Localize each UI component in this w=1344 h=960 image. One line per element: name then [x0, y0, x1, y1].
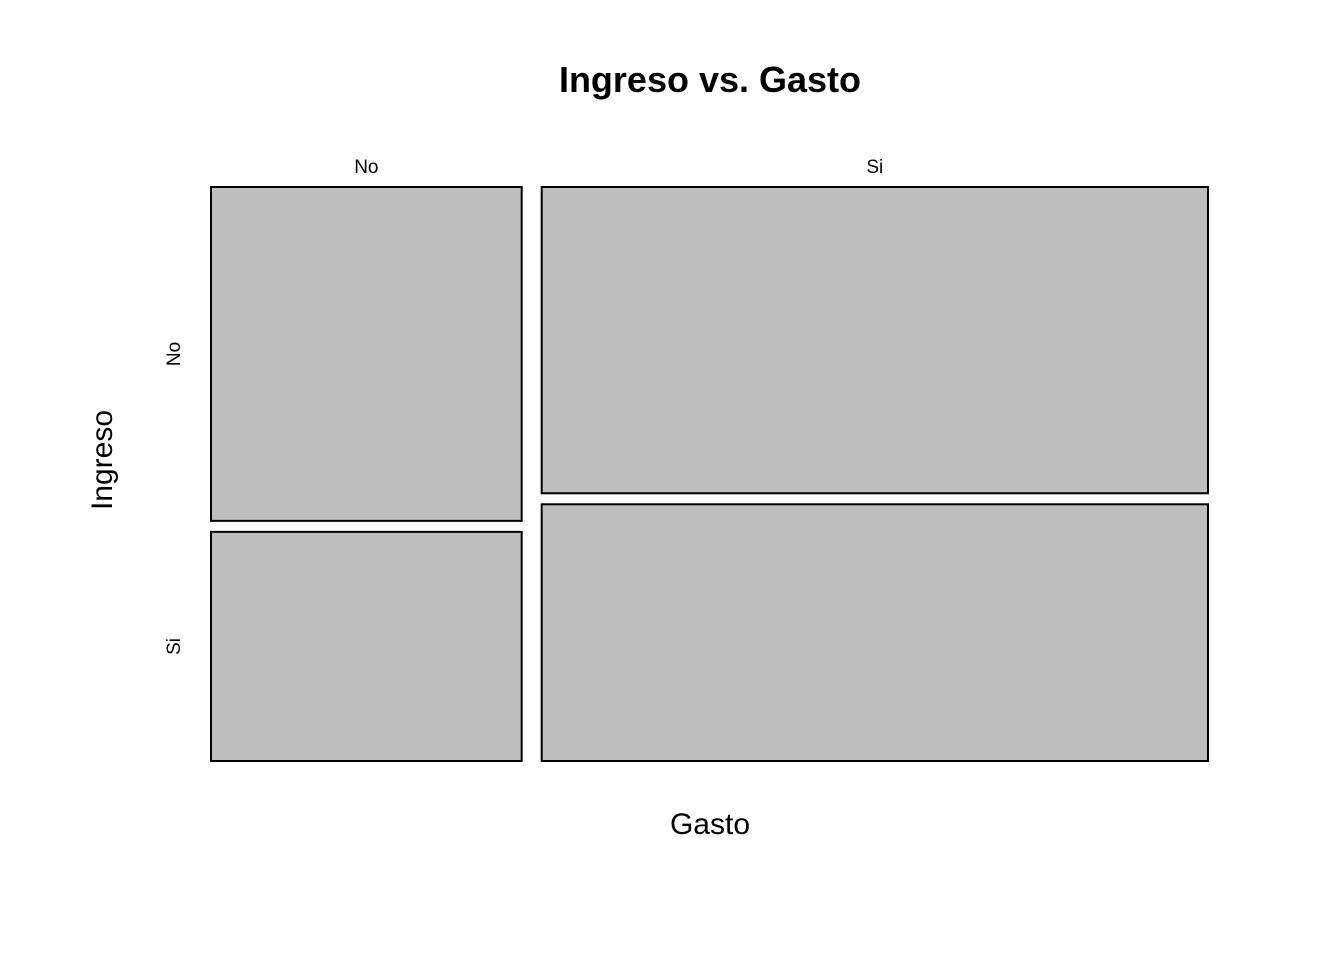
x-tick-labels: No Si	[354, 157, 883, 178]
chart-title: Ingreso vs. Gasto	[559, 59, 861, 100]
y-axis-label: Ingreso	[86, 410, 119, 510]
tile-si-no	[540, 186, 1209, 495]
mosaic-tiles	[210, 186, 1209, 763]
y-tick-label-no: No	[164, 342, 185, 366]
tile-no-si	[210, 530, 523, 763]
x-tick-label-no: No	[354, 157, 378, 178]
x-axis-label: Gasto	[670, 808, 750, 841]
tile-si-si	[540, 503, 1209, 762]
x-tick-label-si: Si	[866, 157, 883, 178]
y-tick-label-si: Si	[164, 638, 185, 655]
tile-no-no	[210, 186, 523, 522]
y-tick-labels: No Si	[164, 342, 185, 655]
